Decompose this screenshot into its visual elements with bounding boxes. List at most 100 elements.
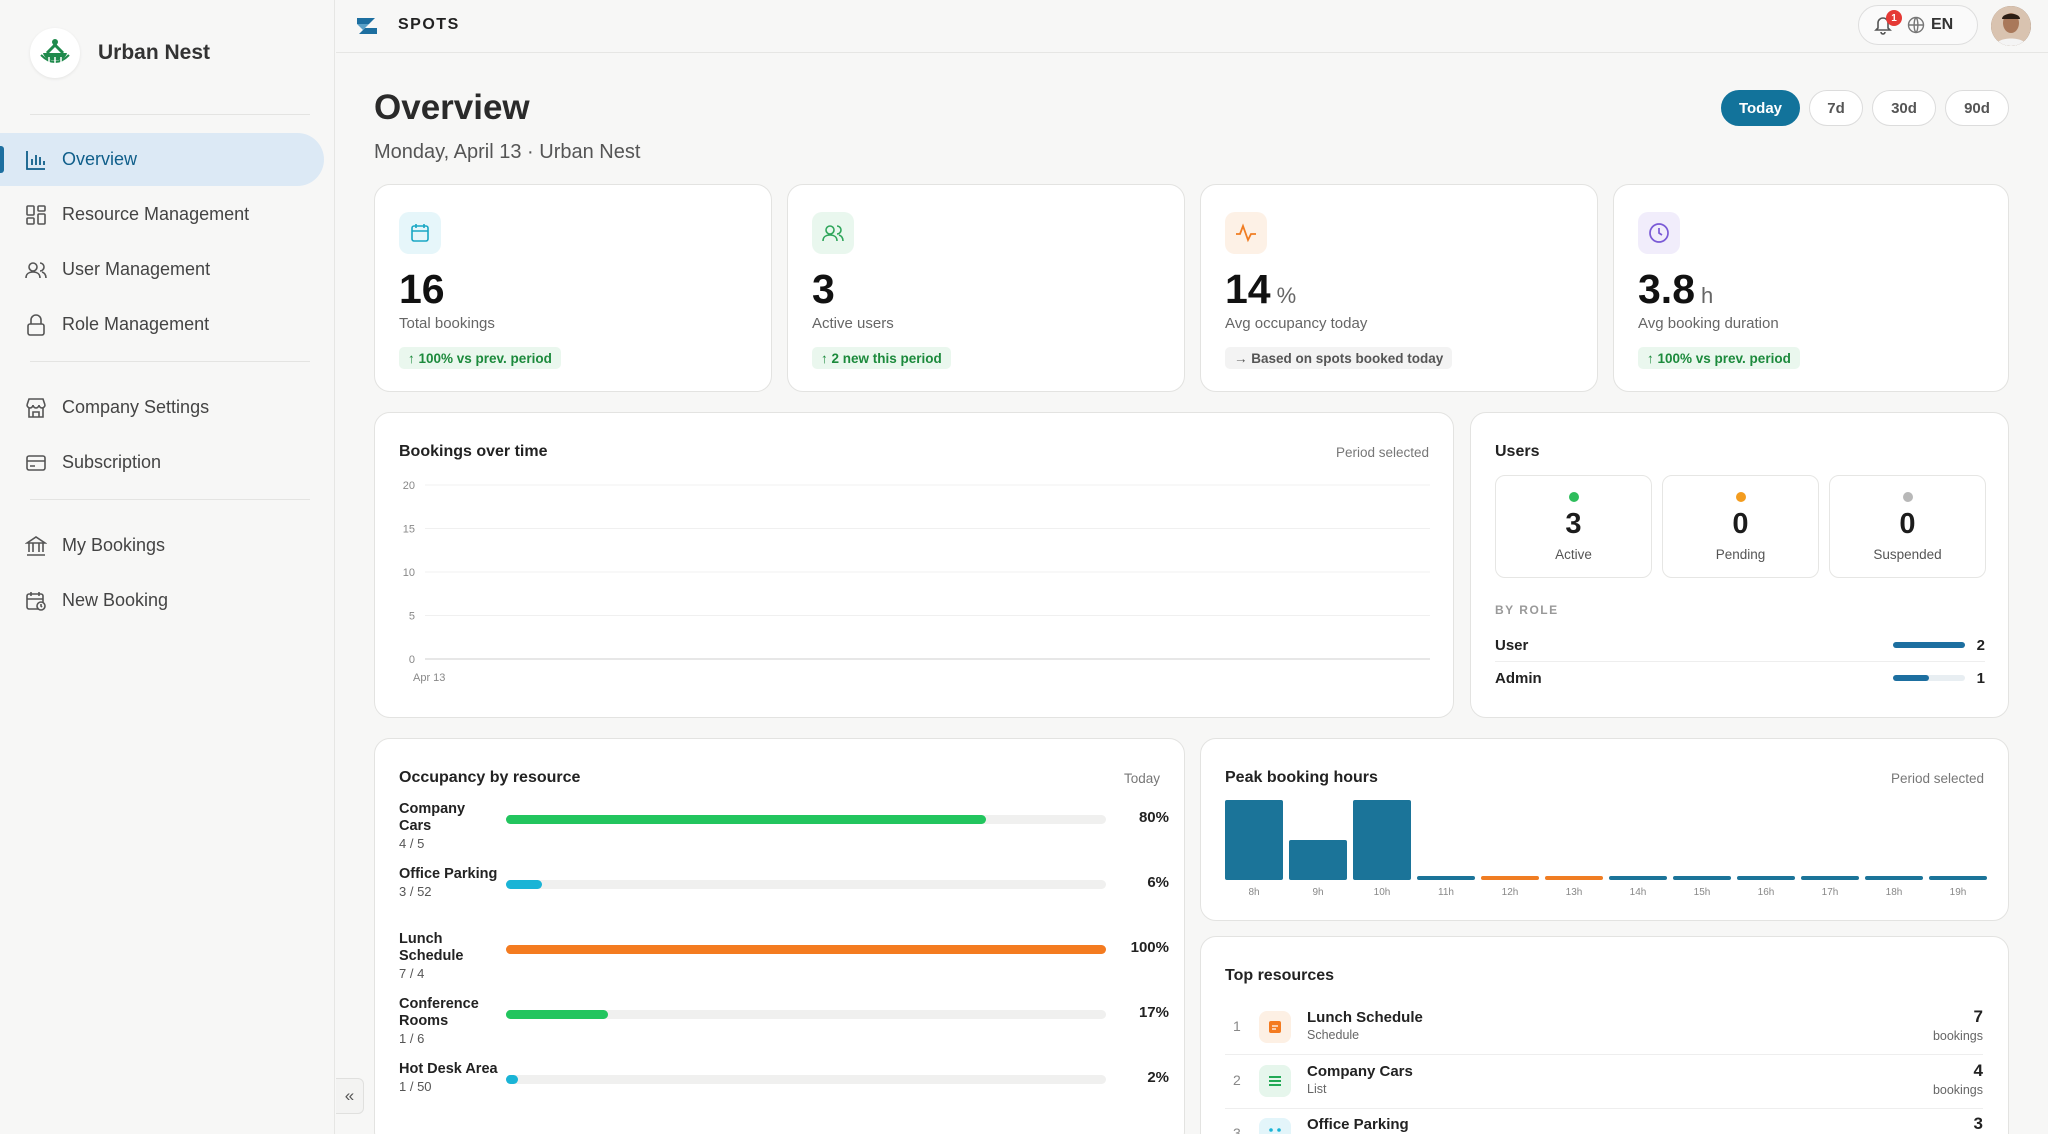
hour-label: 18h [1886, 887, 1903, 898]
resource-name: Hot Desk Area 1 / 50 [399, 1061, 499, 1096]
user-status-label: Active [1555, 547, 1592, 562]
hour-bar[interactable] [1289, 840, 1347, 880]
range-90d-button[interactable]: 90d [1945, 90, 2009, 126]
brand[interactable]: Urban Nest [30, 28, 210, 78]
stat-label: Avg occupancy today [1225, 315, 1368, 332]
top-resource-row[interactable]: 3 Office Parking 3 [1225, 1110, 1983, 1134]
resource-name: Company Cars [1307, 1063, 1413, 1080]
hour-label: 13h [1566, 887, 1583, 898]
topbar: SPOTS 1 EN [336, 0, 2048, 53]
occupancy-row[interactable]: Company Cars 4 / 5 80% [399, 801, 1169, 859]
sidebar-item-resource-management[interactable]: Resource Management [0, 188, 324, 241]
resource-rank: 2 [1233, 1072, 1241, 1088]
activity-icon [1225, 212, 1267, 254]
sidebar-item-new-booking[interactable]: New Booking [0, 574, 324, 627]
occupancy-bar-track [506, 1075, 1106, 1084]
sidebar-item-my-bookings[interactable]: My Bookings [0, 519, 324, 572]
occupancy-bar-track [506, 815, 1106, 824]
resource-booking-unit: bookings [1932, 1083, 1983, 1097]
y-tick-label: 15 [403, 524, 415, 536]
brand-name: Urban Nest [98, 41, 211, 64]
hour-bar[interactable] [1481, 876, 1539, 880]
range-today-button[interactable]: Today [1721, 90, 1800, 126]
stat-value: 14% [1225, 266, 1297, 312]
top-resource-row[interactable]: 2 Company Cars List 4 bookings [1225, 1057, 1983, 1107]
sidebar-item-subscription[interactable]: Subscription [0, 436, 324, 489]
schedule-icon [1259, 1011, 1291, 1043]
sidebar-item-label: Resource Management [62, 204, 250, 224]
avatar[interactable] [1991, 6, 2031, 46]
resource-name: Company Cars 4 / 5 [399, 801, 499, 853]
sidebar-item-label: Company Settings [62, 397, 210, 417]
role-name: User [1495, 636, 1529, 654]
sidebar-item-label: Overview [62, 149, 138, 169]
hour-bar[interactable] [1929, 876, 1987, 880]
hour-bar[interactable] [1737, 876, 1795, 880]
status-dot [1568, 492, 1579, 502]
credit-card-icon [24, 451, 48, 475]
sidebar-item-overview[interactable]: Overview [0, 133, 324, 186]
hour-label: 16h [1758, 887, 1775, 898]
top-resource-row[interactable]: 1 Lunch Schedule Schedule 7 bookings [1225, 1003, 1983, 1053]
role-count: 2 [1976, 636, 1985, 654]
nest-logo-icon [40, 39, 70, 64]
language-label: EN [1931, 16, 1954, 33]
occupancy-row[interactable]: Hot Desk Area 1 / 50 2% [399, 1061, 1169, 1119]
hour-bar[interactable] [1353, 800, 1411, 880]
stat-label: Total bookings [399, 315, 495, 332]
hour-bar[interactable] [1865, 876, 1923, 880]
sidebar-item-label: New Booking [62, 590, 169, 610]
resource-name: Office Parking 3 / 52 [399, 866, 499, 901]
occupancy-row[interactable]: Lunch Schedule 7 / 4 100% [399, 931, 1169, 989]
occupancy-bar-track [506, 945, 1106, 954]
occupancy-card: Occupancy by resource Today Company Cars… [374, 738, 1185, 1134]
topbar-actions: 1 EN [1858, 5, 1978, 45]
hour-bar[interactable] [1545, 876, 1603, 880]
language-selector[interactable]: EN [1907, 16, 1953, 34]
user-count: 0 [1732, 508, 1749, 540]
hour-bar[interactable] [1225, 800, 1283, 880]
page-title: Overview [374, 88, 530, 127]
hour-bar[interactable] [1417, 876, 1475, 880]
sidebar-item-label: Subscription [62, 452, 162, 472]
users-icon [812, 212, 854, 254]
hour-bar[interactable] [1801, 876, 1859, 880]
bookings-over-time-card: Bookings over time Period selected 0 5 10 1… [374, 412, 1454, 718]
occupancy-row[interactable]: Office Parking 3 / 52 6% [399, 866, 1169, 924]
occupancy-bar-track [506, 1010, 1106, 1019]
stat-value: 3 [812, 266, 835, 312]
resource-booking-count: 7 [1973, 1007, 1983, 1026]
range-30d-button[interactable]: 30d [1872, 90, 1936, 126]
app-name: SPOTS [398, 16, 460, 33]
occupancy-bar-fill [506, 945, 1106, 954]
card-meta: Period selected [1890, 771, 1984, 786]
sidebar-divider [30, 114, 310, 115]
sidebar-item-role-management[interactable]: Role Management [0, 298, 324, 351]
occupancy-percent: 100% [1130, 939, 1169, 956]
resource-count: 7 / 4 [399, 966, 425, 981]
occupancy-percent: 80% [1138, 809, 1169, 826]
sidebar-item-company-settings[interactable]: Company Settings [0, 381, 324, 434]
user-status-label: Suspended [1873, 547, 1942, 562]
role-bar-fill [1893, 642, 1965, 648]
hour-bar[interactable] [1673, 876, 1731, 880]
stat-value: 3.8 h [1638, 266, 1714, 312]
hour-bar[interactable] [1609, 876, 1667, 880]
users-active-box[interactable]: 3 Active [1495, 475, 1652, 578]
stat-card-avg-occupancy: 14% Avg occupancy today → Based on spots… [1200, 184, 1598, 392]
resource-name-text: Lunch Schedule [399, 931, 464, 964]
occupancy-row[interactable]: Conference Rooms 1 / 6 17% [399, 996, 1169, 1054]
sidebar-item-label: User Management [62, 259, 211, 279]
divider [1225, 1054, 1983, 1055]
hour-label: 17h [1822, 887, 1839, 898]
collapse-sidebar-button[interactable]: « [336, 1078, 364, 1114]
peak-hours-card: Peak booking hours Period selected 8h 9h 1… [1200, 738, 2009, 921]
stat-value: 16 [399, 266, 445, 312]
stat-label: Avg booking duration [1638, 315, 1779, 332]
users-pending-box[interactable]: 0 Pending [1662, 475, 1819, 578]
divider [1225, 1108, 1983, 1109]
range-7d-button[interactable]: 7d [1809, 90, 1863, 126]
sidebar-item-user-management[interactable]: User Management [0, 243, 324, 296]
resource-name: Lunch Schedule [1307, 1009, 1423, 1026]
users-suspended-box[interactable]: 0 Suspended [1829, 475, 1986, 578]
